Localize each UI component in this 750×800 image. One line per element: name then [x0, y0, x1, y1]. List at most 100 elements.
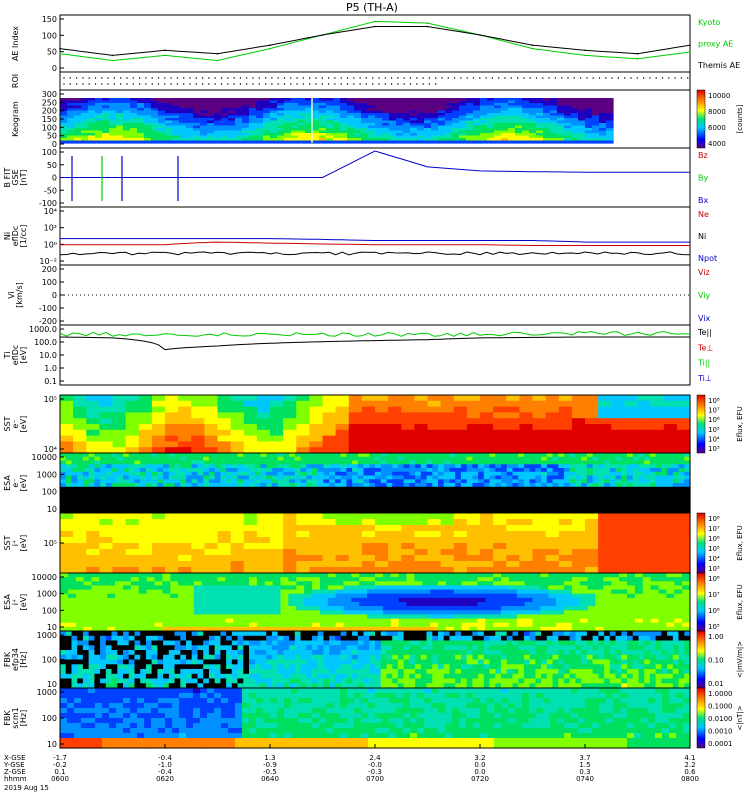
keogram-cell [410, 125, 418, 129]
sst-i-cell [309, 519, 324, 526]
esa-e-cell [186, 468, 193, 473]
keogram-cell [256, 113, 264, 117]
sst-i-cell [178, 561, 192, 568]
esa-e-cell [363, 464, 370, 469]
esa-i-cell [619, 577, 628, 582]
keogram-cell [599, 110, 607, 114]
roi-dot [315, 77, 317, 79]
sst-e-cell [558, 441, 573, 448]
keogram-cell [592, 108, 600, 112]
esa-e-cell [65, 471, 72, 477]
esa-e-cell [77, 456, 84, 462]
esa-e-cell [151, 479, 158, 484]
keogram-cell [536, 138, 544, 142]
keogram-cell [417, 138, 425, 142]
esa-e-cell [145, 464, 153, 469]
esa-e-cell [415, 471, 422, 477]
esa-e-cell [478, 505, 485, 510]
esa-e-cell [220, 483, 227, 488]
esa-e-cell [289, 460, 296, 465]
esa-e-cell [134, 471, 141, 477]
sst-e-cell [361, 429, 376, 437]
keogram-cell [179, 125, 187, 129]
keogram-cell [501, 135, 509, 139]
esa-i-cell [288, 585, 297, 591]
esa-i-cell [83, 589, 93, 595]
esa-e-cell [191, 475, 198, 480]
esa-e-cell [466, 471, 473, 477]
keogram-cell [130, 130, 138, 134]
esa-i-cell [469, 585, 478, 591]
esa-e-cell [266, 498, 273, 503]
keogram-cell [172, 128, 180, 132]
esa-i-cell [587, 597, 597, 603]
esa-e-cell [140, 505, 147, 510]
keogram-cell [193, 133, 201, 137]
esa-e-cell [598, 475, 605, 480]
sst-e-cell [611, 406, 625, 413]
keogram-cell [452, 125, 460, 129]
esa-e-cell [438, 498, 445, 503]
roi-dot [94, 83, 97, 85]
sst-e-cell [506, 400, 520, 408]
esa-e-cell [128, 483, 135, 488]
keogram-cell [242, 123, 250, 127]
esa-e-cell [203, 505, 210, 510]
keogram-cell [151, 135, 159, 139]
sst-e-cell [165, 406, 179, 413]
esa-e-cell [94, 475, 101, 480]
sst-i-cell [545, 567, 560, 574]
sst-i-cell [283, 543, 297, 550]
esa-e-cell [271, 505, 279, 510]
keogram-cell [473, 113, 481, 117]
esa-e-cell [438, 471, 445, 477]
esa-e-cell [501, 475, 508, 480]
esa-i-cell [343, 597, 352, 603]
esa-i-cell [83, 573, 93, 578]
sst-i-cell [256, 549, 271, 556]
keogram-cell [305, 115, 313, 119]
esa-i-cell [477, 581, 486, 586]
panel-frame [59, 324, 691, 386]
legend-entry: Viy [698, 291, 711, 300]
esa-e-cell [111, 490, 118, 495]
y-axis-label: [eV] [19, 475, 28, 492]
esa-i-cell [107, 597, 116, 603]
esa-i-cell [375, 577, 384, 582]
sst-e-cell [401, 406, 415, 413]
keogram-cell [277, 118, 285, 122]
esa-i-cell [249, 597, 258, 603]
keogram-cell [319, 140, 327, 144]
roi-dot [63, 77, 65, 79]
keogram-cell [116, 120, 124, 124]
sst-i-cell [86, 525, 100, 532]
sst-i-cell [611, 561, 625, 568]
keogram-cell [116, 98, 124, 102]
sst-e-cell [388, 424, 402, 431]
sst-i-cell [532, 531, 547, 538]
esa-e-cell [644, 471, 651, 477]
keogram-cell [452, 118, 460, 122]
esa-e-cell [283, 475, 290, 480]
esa-i-cell [477, 589, 486, 595]
keogram-cell [221, 138, 229, 142]
esa-e-cell [111, 468, 118, 473]
keogram-cell [578, 130, 586, 134]
esa-e-cell [483, 509, 491, 514]
keogram-cell [361, 128, 369, 132]
esa-e-cell [558, 453, 565, 458]
keogram-cell [193, 135, 201, 139]
sst-e-cell [112, 447, 127, 454]
esa-i-cell [375, 597, 384, 603]
keogram-cell [95, 113, 103, 117]
esa-i-cell [312, 573, 321, 578]
keogram-cell [305, 125, 313, 129]
esa-e-cell [409, 468, 416, 473]
sst-e-cell [204, 412, 219, 419]
sst-i-cell [348, 525, 363, 532]
sst-e-cell [270, 395, 284, 402]
keogram-cell [389, 113, 397, 117]
esa-i-cell [595, 597, 604, 603]
esa-e-cell [535, 490, 542, 495]
